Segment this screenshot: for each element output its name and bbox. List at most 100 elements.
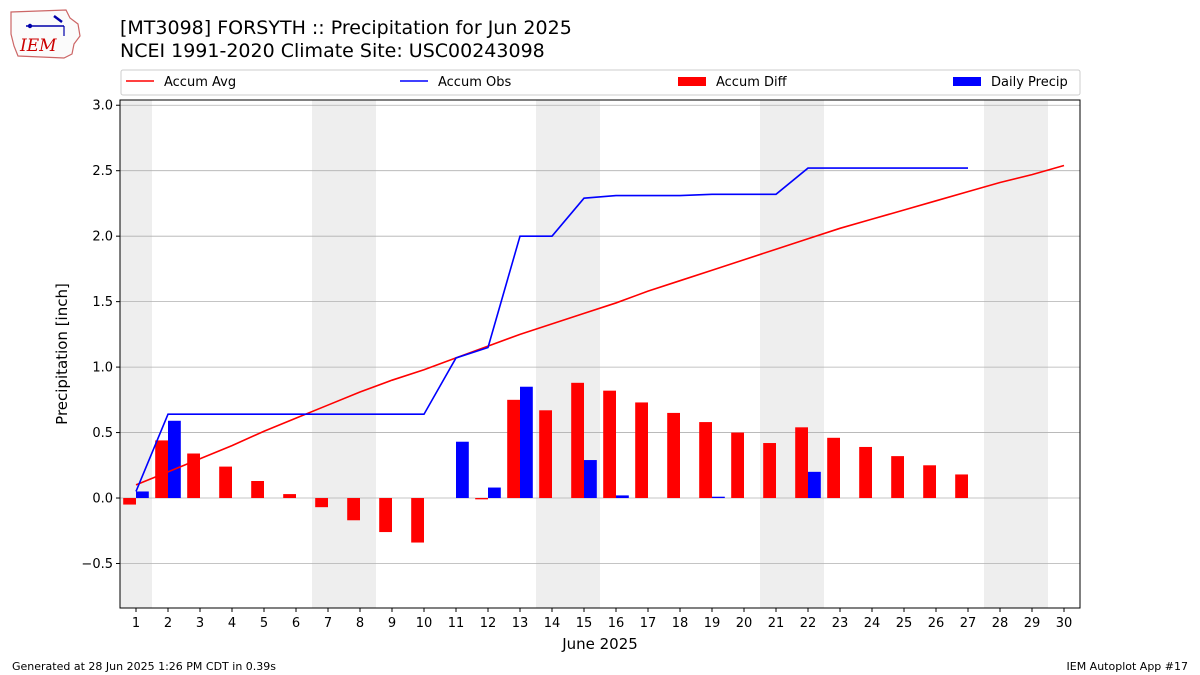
accum-diff-bar (219, 466, 232, 499)
x-axis-label: June 2025 (561, 635, 638, 653)
lines-layer (135, 164, 1065, 492)
legend-box (120, 69, 1081, 96)
legend-accum-diff: Accum Diff (678, 75, 788, 90)
daily-precip-bar (488, 487, 501, 499)
gridlines-layer (120, 104, 1080, 564)
x-tick-label: 16 (608, 616, 625, 631)
y-tick-label: 2.0 (92, 230, 113, 245)
y-tick-label: −0.5 (81, 557, 113, 572)
legend: Accum Avg Accum Obs Accum Diff Daily Precip (120, 69, 1081, 96)
x-tick-label: 27 (960, 616, 977, 631)
legend-accum-avg: Accum Avg (126, 75, 236, 90)
x-tick-label: 30 (1056, 616, 1073, 631)
accum-diff-bar (603, 390, 616, 499)
x-tick-label: 22 (800, 616, 817, 631)
plot-frame (119, 99, 1081, 609)
x-tick-label: 18 (672, 616, 689, 631)
accum-diff-bar (571, 382, 584, 499)
y-axis-label: Precipitation [inch] (53, 283, 71, 425)
x-tick-label: 20 (736, 616, 753, 631)
accum-obs-line (135, 167, 968, 492)
daily-precip-bar (520, 386, 533, 499)
accum-diff-bar (251, 481, 264, 499)
accum-diff-bar (699, 422, 712, 499)
iem-logo: IEM (10, 9, 81, 59)
x-tick-label: 19 (704, 616, 721, 631)
accum-diff-bar (667, 412, 680, 499)
accum-diff-bar (891, 456, 904, 499)
x-tick-label: 25 (896, 616, 913, 631)
accum-diff-bar (859, 446, 872, 499)
accum-diff-bar (955, 474, 968, 499)
y-tick-label: 2.5 (92, 164, 113, 179)
accum-diff-bar (411, 498, 424, 543)
y-tick-label: 1.0 (92, 361, 113, 376)
x-tick-label: 2 (164, 616, 172, 631)
generated-timestamp: Generated at 28 Jun 2025 1:26 PM CDT in … (12, 660, 277, 673)
accum-diff-bar (347, 498, 360, 521)
accum-diff-bar (379, 498, 392, 533)
accum-diff-bar (315, 498, 328, 508)
accum-diff-bar (155, 440, 168, 499)
accum-diff-bar (763, 443, 776, 499)
x-tick-label: 3 (196, 616, 204, 631)
x-tick-label: 28 (992, 616, 1009, 631)
x-tick-label: 10 (416, 616, 433, 631)
weekend-shade (536, 100, 600, 608)
accum-diff-bar (635, 402, 648, 499)
iem-logo-text: IEM (19, 36, 57, 56)
x-tick-label: 11 (448, 616, 465, 631)
y-tick-label: 0.0 (92, 492, 113, 507)
legend-accum-obs-label: Accum Obs (438, 75, 511, 90)
accum-diff-bar (827, 437, 840, 499)
daily-precip-bar (808, 471, 821, 499)
accum-diff-bar (795, 427, 808, 499)
x-tick-label: 6 (292, 616, 300, 631)
accum-diff-bar (507, 399, 520, 499)
weekend-shade (312, 100, 376, 608)
x-tick-label: 8 (356, 616, 364, 631)
x-tick-label: 24 (864, 616, 881, 631)
legend-accum-obs: Accum Obs (400, 75, 511, 90)
accum-avg-line (135, 164, 1065, 486)
x-tick-label: 14 (544, 616, 561, 631)
y-tick-label: 3.0 (92, 99, 113, 114)
daily-precip-bar (712, 496, 725, 499)
legend-accum-avg-label: Accum Avg (164, 75, 236, 90)
x-tick-label: 9 (388, 616, 396, 631)
legend-accum-diff-label: Accum Diff (716, 75, 788, 90)
accum-diff-bar (187, 453, 200, 499)
accum-diff-bar (923, 465, 936, 499)
x-tick-label: 15 (576, 616, 593, 631)
legend-daily-precip-swatch (953, 77, 981, 86)
weekend-shading-layer (120, 100, 1048, 608)
x-tick-label: 4 (228, 616, 236, 631)
x-tick-label: 12 (480, 616, 497, 631)
bars-layer (123, 382, 968, 543)
weekend-shade (120, 100, 152, 608)
y-tick-label: 0.5 (92, 426, 113, 441)
daily-precip-bar (168, 420, 181, 499)
x-tick-label: 7 (324, 616, 332, 631)
x-tick-label: 5 (260, 616, 268, 631)
chart-title: [MT3098] FORSYTH :: Precipitation for Ju… (120, 17, 572, 39)
accum-diff-bar (475, 498, 488, 500)
app-credit: IEM Autoplot App #17 (1066, 660, 1189, 673)
weekend-shade (984, 100, 1048, 608)
daily-precip-bar (616, 495, 629, 499)
x-tick-label: 17 (640, 616, 657, 631)
accum-diff-bar (539, 410, 552, 499)
legend-daily-precip-label: Daily Precip (991, 75, 1068, 90)
x-tick-label: 26 (928, 616, 945, 631)
daily-precip-bar (136, 491, 149, 499)
accum-diff-bar (283, 494, 296, 499)
accum-diff-bar (123, 498, 136, 505)
legend-accum-diff-swatch (678, 77, 706, 86)
x-tick-label: 21 (768, 616, 785, 631)
daily-precip-bar (584, 460, 597, 499)
legend-daily-precip: Daily Precip (953, 75, 1068, 90)
x-tick-label: 1 (132, 616, 140, 631)
x-tick-label: 23 (832, 616, 849, 631)
x-tick-label: 13 (512, 616, 529, 631)
